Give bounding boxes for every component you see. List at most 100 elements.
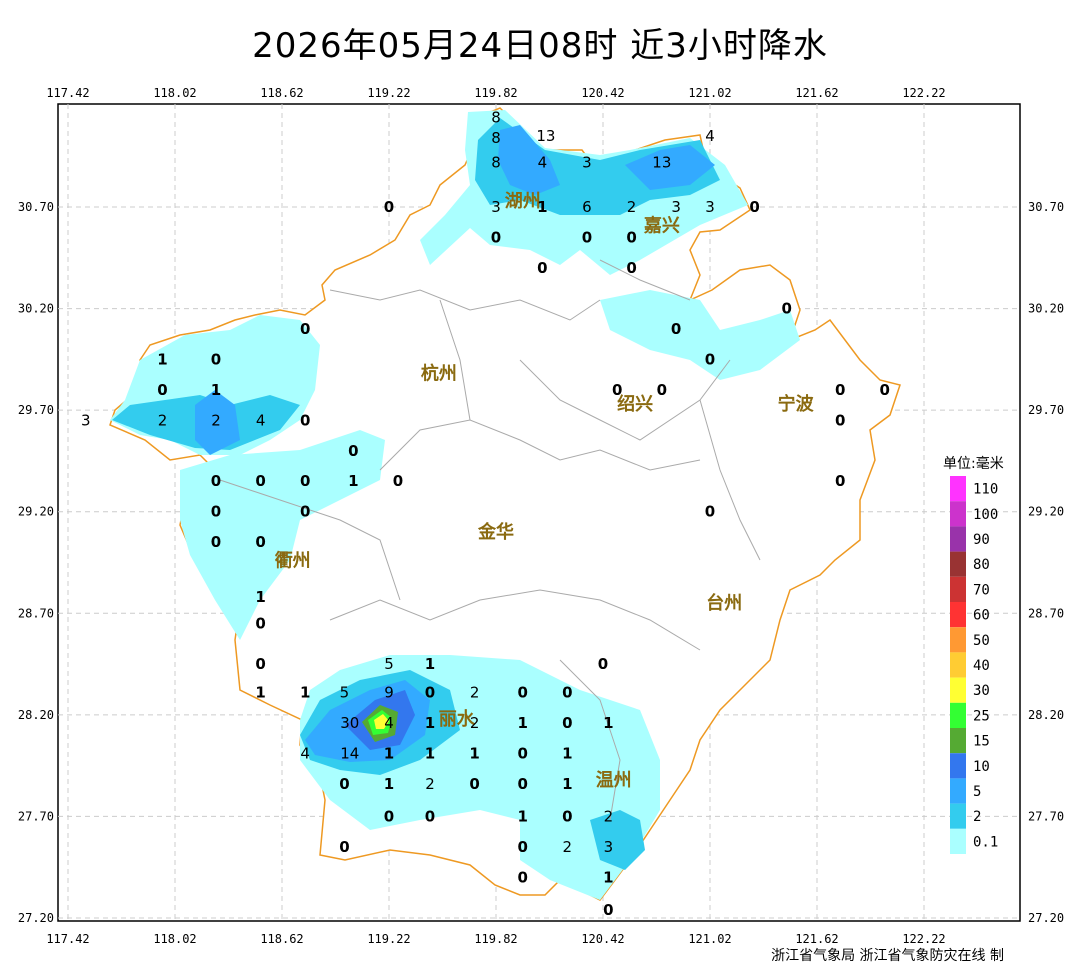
lat-tick-right: 29.70 <box>1028 403 1064 417</box>
station-value: 8 <box>491 109 501 127</box>
station-value: 0 <box>835 411 845 429</box>
station-value: 0 <box>612 381 622 399</box>
station-value: 3 <box>81 411 91 429</box>
legend-label: 100 <box>973 507 998 523</box>
credit-text: 浙江省气象局 浙江省气象防灾在线 制 <box>771 948 1004 964</box>
legend-swatch <box>950 677 966 703</box>
station-value: 9 <box>384 684 394 702</box>
station-value: 8 <box>491 153 501 171</box>
station-value: 0 <box>211 533 221 551</box>
station-value: 2 <box>627 198 637 216</box>
station-value: 3 <box>604 838 614 856</box>
city-label: 杭州 <box>421 363 457 385</box>
station-value: 0 <box>384 807 394 825</box>
station-value: 1 <box>211 381 221 399</box>
station-value: 1 <box>562 744 572 762</box>
lat-tick-right: 30.70 <box>1028 200 1064 214</box>
station-value: 0 <box>518 868 528 886</box>
legend-label: 40 <box>973 658 990 674</box>
station-value: 3 <box>582 153 592 171</box>
station-value: 0 <box>518 744 528 762</box>
lat-tick-left: 27.70 <box>18 809 54 823</box>
lat-tick-right: 27.20 <box>1028 911 1064 925</box>
lat-tick-left: 28.20 <box>18 708 54 722</box>
station-value: 0 <box>339 775 349 793</box>
legend-label: 90 <box>973 532 990 548</box>
station-value: 0 <box>384 198 394 216</box>
lat-tick-left: 28.70 <box>18 606 54 620</box>
station-value: 0 <box>749 198 759 216</box>
station-value: 0 <box>518 684 528 702</box>
station-value: 4 <box>300 744 310 762</box>
lon-tick-bottom: 119.22 <box>367 932 410 946</box>
station-value: 0 <box>300 411 310 429</box>
station-value: 2 <box>563 838 573 856</box>
station-value: 0 <box>582 228 592 246</box>
city-label: 丽水 <box>439 708 476 730</box>
legend-swatch <box>950 501 966 527</box>
lon-tick-bottom: 118.62 <box>260 932 303 946</box>
station-value: 1 <box>255 684 265 702</box>
legend-label: 0.1 <box>973 834 998 850</box>
station-value: 0 <box>300 472 310 490</box>
lon-tick-top: 118.02 <box>153 86 196 100</box>
station-value: 1 <box>469 744 479 762</box>
station-value: 0 <box>211 350 221 368</box>
legend-swatch <box>950 702 966 728</box>
station-value: 0 <box>300 320 310 338</box>
station-value: 0 <box>348 442 358 460</box>
city-label: 绍兴 <box>617 393 653 415</box>
lat-tick-right: 28.70 <box>1028 606 1064 620</box>
legend-swatch <box>950 728 966 754</box>
lat-tick-left: 29.70 <box>18 403 54 417</box>
station-value: 0 <box>157 381 167 399</box>
city-label: 嘉兴 <box>643 215 680 236</box>
station-value: 0 <box>518 775 528 793</box>
legend-swatch <box>950 526 966 552</box>
lat-tick-left: 30.20 <box>18 302 54 316</box>
station-value: 0 <box>603 901 613 919</box>
city-label: 衢州 <box>275 550 311 572</box>
lon-tick-top: 119.82 <box>474 86 517 100</box>
station-value: 1 <box>537 198 547 216</box>
lon-tick-top: 122.22 <box>902 86 945 100</box>
station-value: 0 <box>211 472 221 490</box>
lon-tick-top: 121.02 <box>688 86 731 100</box>
rain-zone-south-30mm <box>374 714 389 729</box>
station-value: 13 <box>536 127 555 145</box>
city-label: 台州 <box>706 592 742 614</box>
legend-label: 70 <box>973 582 990 598</box>
rainfall-shading <box>110 110 800 900</box>
legend-swatch <box>950 627 966 653</box>
legend-swatch <box>950 476 966 502</box>
station-value: 0 <box>339 838 349 856</box>
station-value: 1 <box>384 744 394 762</box>
rain-zone-west <box>180 430 385 640</box>
station-value: 1 <box>425 714 435 732</box>
city-label: 温州 <box>596 770 632 791</box>
city-boundaries <box>219 259 761 821</box>
station-value: 0 <box>300 503 310 521</box>
station-value: 0 <box>598 655 608 673</box>
lon-tick-bottom: 120.42 <box>581 932 624 946</box>
station-value: 1 <box>255 588 265 606</box>
station-value: 3 <box>491 198 501 216</box>
lon-tick-top: 121.62 <box>795 86 838 100</box>
legend-swatch <box>950 602 966 628</box>
station-value: 0 <box>835 472 845 490</box>
station-value: 0 <box>255 533 265 551</box>
legend-label: 60 <box>973 608 990 624</box>
station-value: 3 <box>705 198 715 216</box>
station-value: 2 <box>425 775 435 793</box>
lat-tick-left: 27.20 <box>18 911 54 925</box>
station-value: 0 <box>425 807 435 825</box>
station-value: 2 <box>211 411 221 429</box>
station-value: 0 <box>705 350 715 368</box>
station-value: 1 <box>425 744 435 762</box>
rain-zone-southeast-2mm <box>590 810 645 870</box>
rain-zone-east <box>600 290 800 380</box>
legend-unit: 单位:毫米 <box>943 455 1004 472</box>
legend-swatch <box>950 828 966 854</box>
legend-label: 80 <box>973 557 990 573</box>
station-value: 0 <box>880 381 890 399</box>
